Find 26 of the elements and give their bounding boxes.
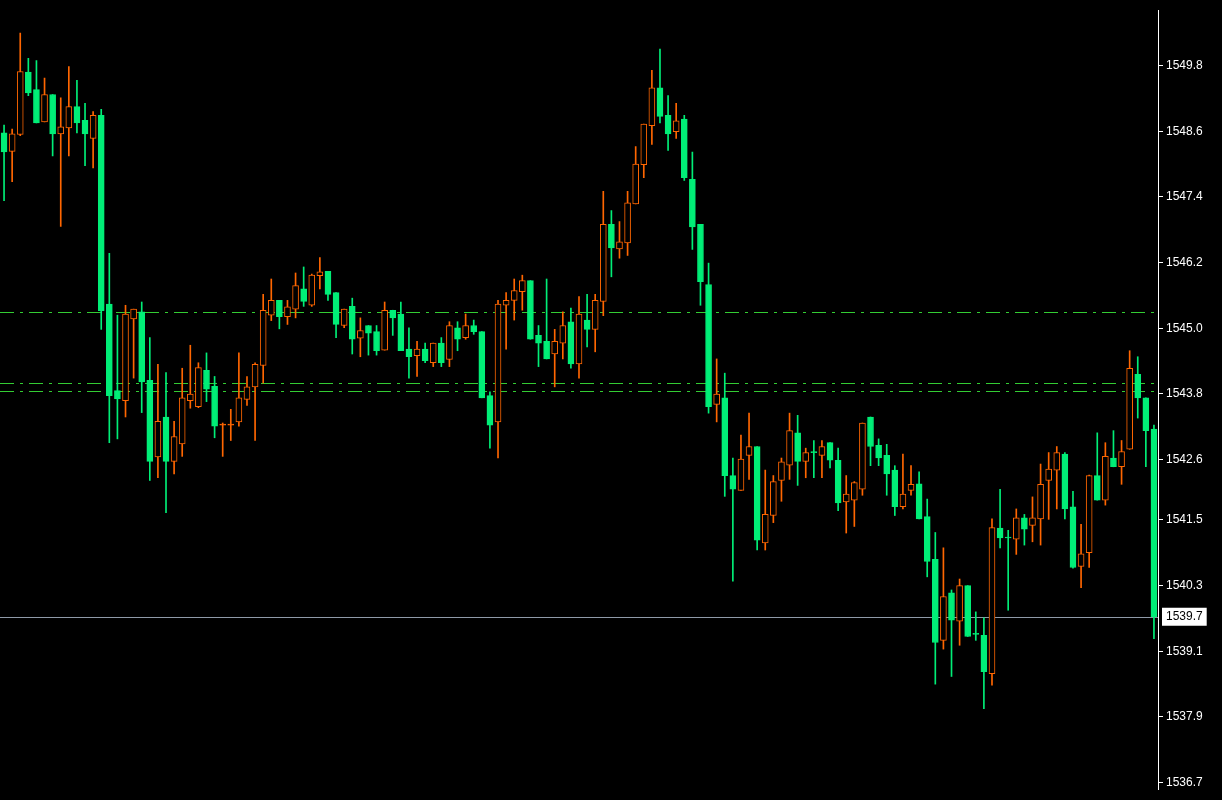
candlestick <box>1045 452 1053 520</box>
candlestick <box>57 97 65 227</box>
y-tick-label: 1540.3 <box>1166 577 1204 592</box>
candlestick <box>219 422 227 457</box>
candlestick <box>745 412 753 480</box>
candlestick <box>729 457 737 582</box>
y-tick-label: 1545.0 <box>1166 320 1204 335</box>
candlestick <box>842 475 850 534</box>
candlestick <box>551 329 559 388</box>
candlestick <box>502 292 510 350</box>
candlestick <box>972 611 980 641</box>
y-tick-label: 1546.2 <box>1166 254 1204 269</box>
y-tick-label: 1537.9 <box>1166 709 1204 724</box>
y-tick-label: 1547.4 <box>1166 189 1204 204</box>
y-tick-label: 1539.1 <box>1166 643 1204 658</box>
y-tick-label: 1549.8 <box>1166 57 1204 72</box>
y-tick-label: 1543.8 <box>1166 386 1204 401</box>
candlestick <box>1004 529 1012 611</box>
candlestick <box>227 408 235 441</box>
candlestick <box>907 465 915 496</box>
candlestick <box>186 344 194 409</box>
y-tick-label: 1542.6 <box>1166 451 1204 466</box>
y-tick-label: 1541.5 <box>1166 512 1204 527</box>
y-tick-label: 1536.7 <box>1166 775 1204 789</box>
y-tick-label: 1548.6 <box>1166 123 1204 138</box>
ref-line-label: 1539.7 <box>1166 609 1204 624</box>
